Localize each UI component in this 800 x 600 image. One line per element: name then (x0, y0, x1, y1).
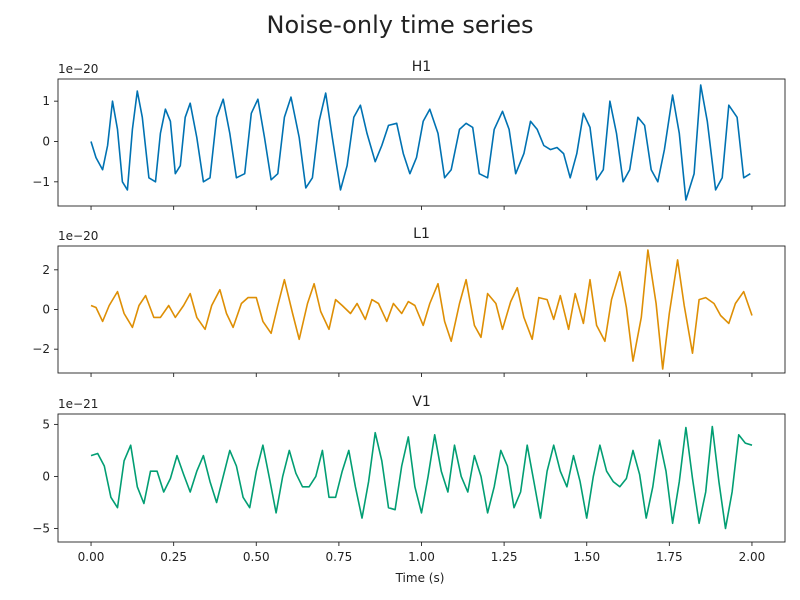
y-tick-label: −2 (32, 342, 50, 356)
y-tick-label: 2 (42, 263, 50, 277)
y-offset-label: 1e−21 (58, 397, 98, 411)
y-tick-label: −1 (32, 175, 50, 189)
x-tick-label: 1.50 (573, 550, 600, 564)
axes-frame (57, 78, 786, 207)
subplot-title: L1 (413, 226, 430, 242)
y-offset-label: 1e−20 (58, 62, 98, 76)
subplot-v1: V1 1e−21 −5 0 5 0.00 0.25 0.50 0.75 1.00 1.25 1.50 1… (32, 394, 786, 564)
x-tick-label: 0.50 (243, 550, 270, 564)
trace-line (90, 84, 751, 201)
axes-frame (57, 245, 786, 374)
y-tick-label: 5 (42, 417, 50, 431)
subplot-l1: L1 1e−20 −2 0 2 (32, 226, 786, 377)
subplot-h1: H1 1e−20 −1 0 1 (32, 59, 786, 210)
x-tick-label: 0.00 (78, 550, 105, 564)
subplots: H1 1e−20 −1 0 1 L1 1e−20 −2 0 2 V1 1e−21 −5 0 5 0.00 0.2… (32, 59, 786, 564)
x-tick-label: 2.00 (739, 550, 766, 564)
x-tick-label: 0.75 (326, 550, 353, 564)
x-tick-label: 0.25 (160, 550, 187, 564)
x-tick-label: 1.25 (491, 550, 518, 564)
y-tick-label: 0 (42, 469, 50, 483)
trace-line (90, 425, 753, 530)
trace-line (90, 249, 753, 370)
x-tick-label: 1.00 (408, 550, 435, 564)
x-tick-label: 1.75 (656, 550, 683, 564)
subplot-title: H1 (412, 59, 431, 75)
y-tick-label: 0 (42, 134, 50, 148)
y-tick-label: 0 (42, 303, 50, 317)
axes-frame (57, 413, 786, 543)
y-offset-label: 1e−20 (58, 229, 98, 243)
y-tick-label: −5 (32, 521, 50, 535)
x-axis-label: Time (s) (395, 571, 445, 585)
y-tick-label: 1 (42, 94, 50, 108)
subplot-title: V1 (412, 394, 430, 410)
figure-title: Noise-only time series (267, 11, 534, 39)
